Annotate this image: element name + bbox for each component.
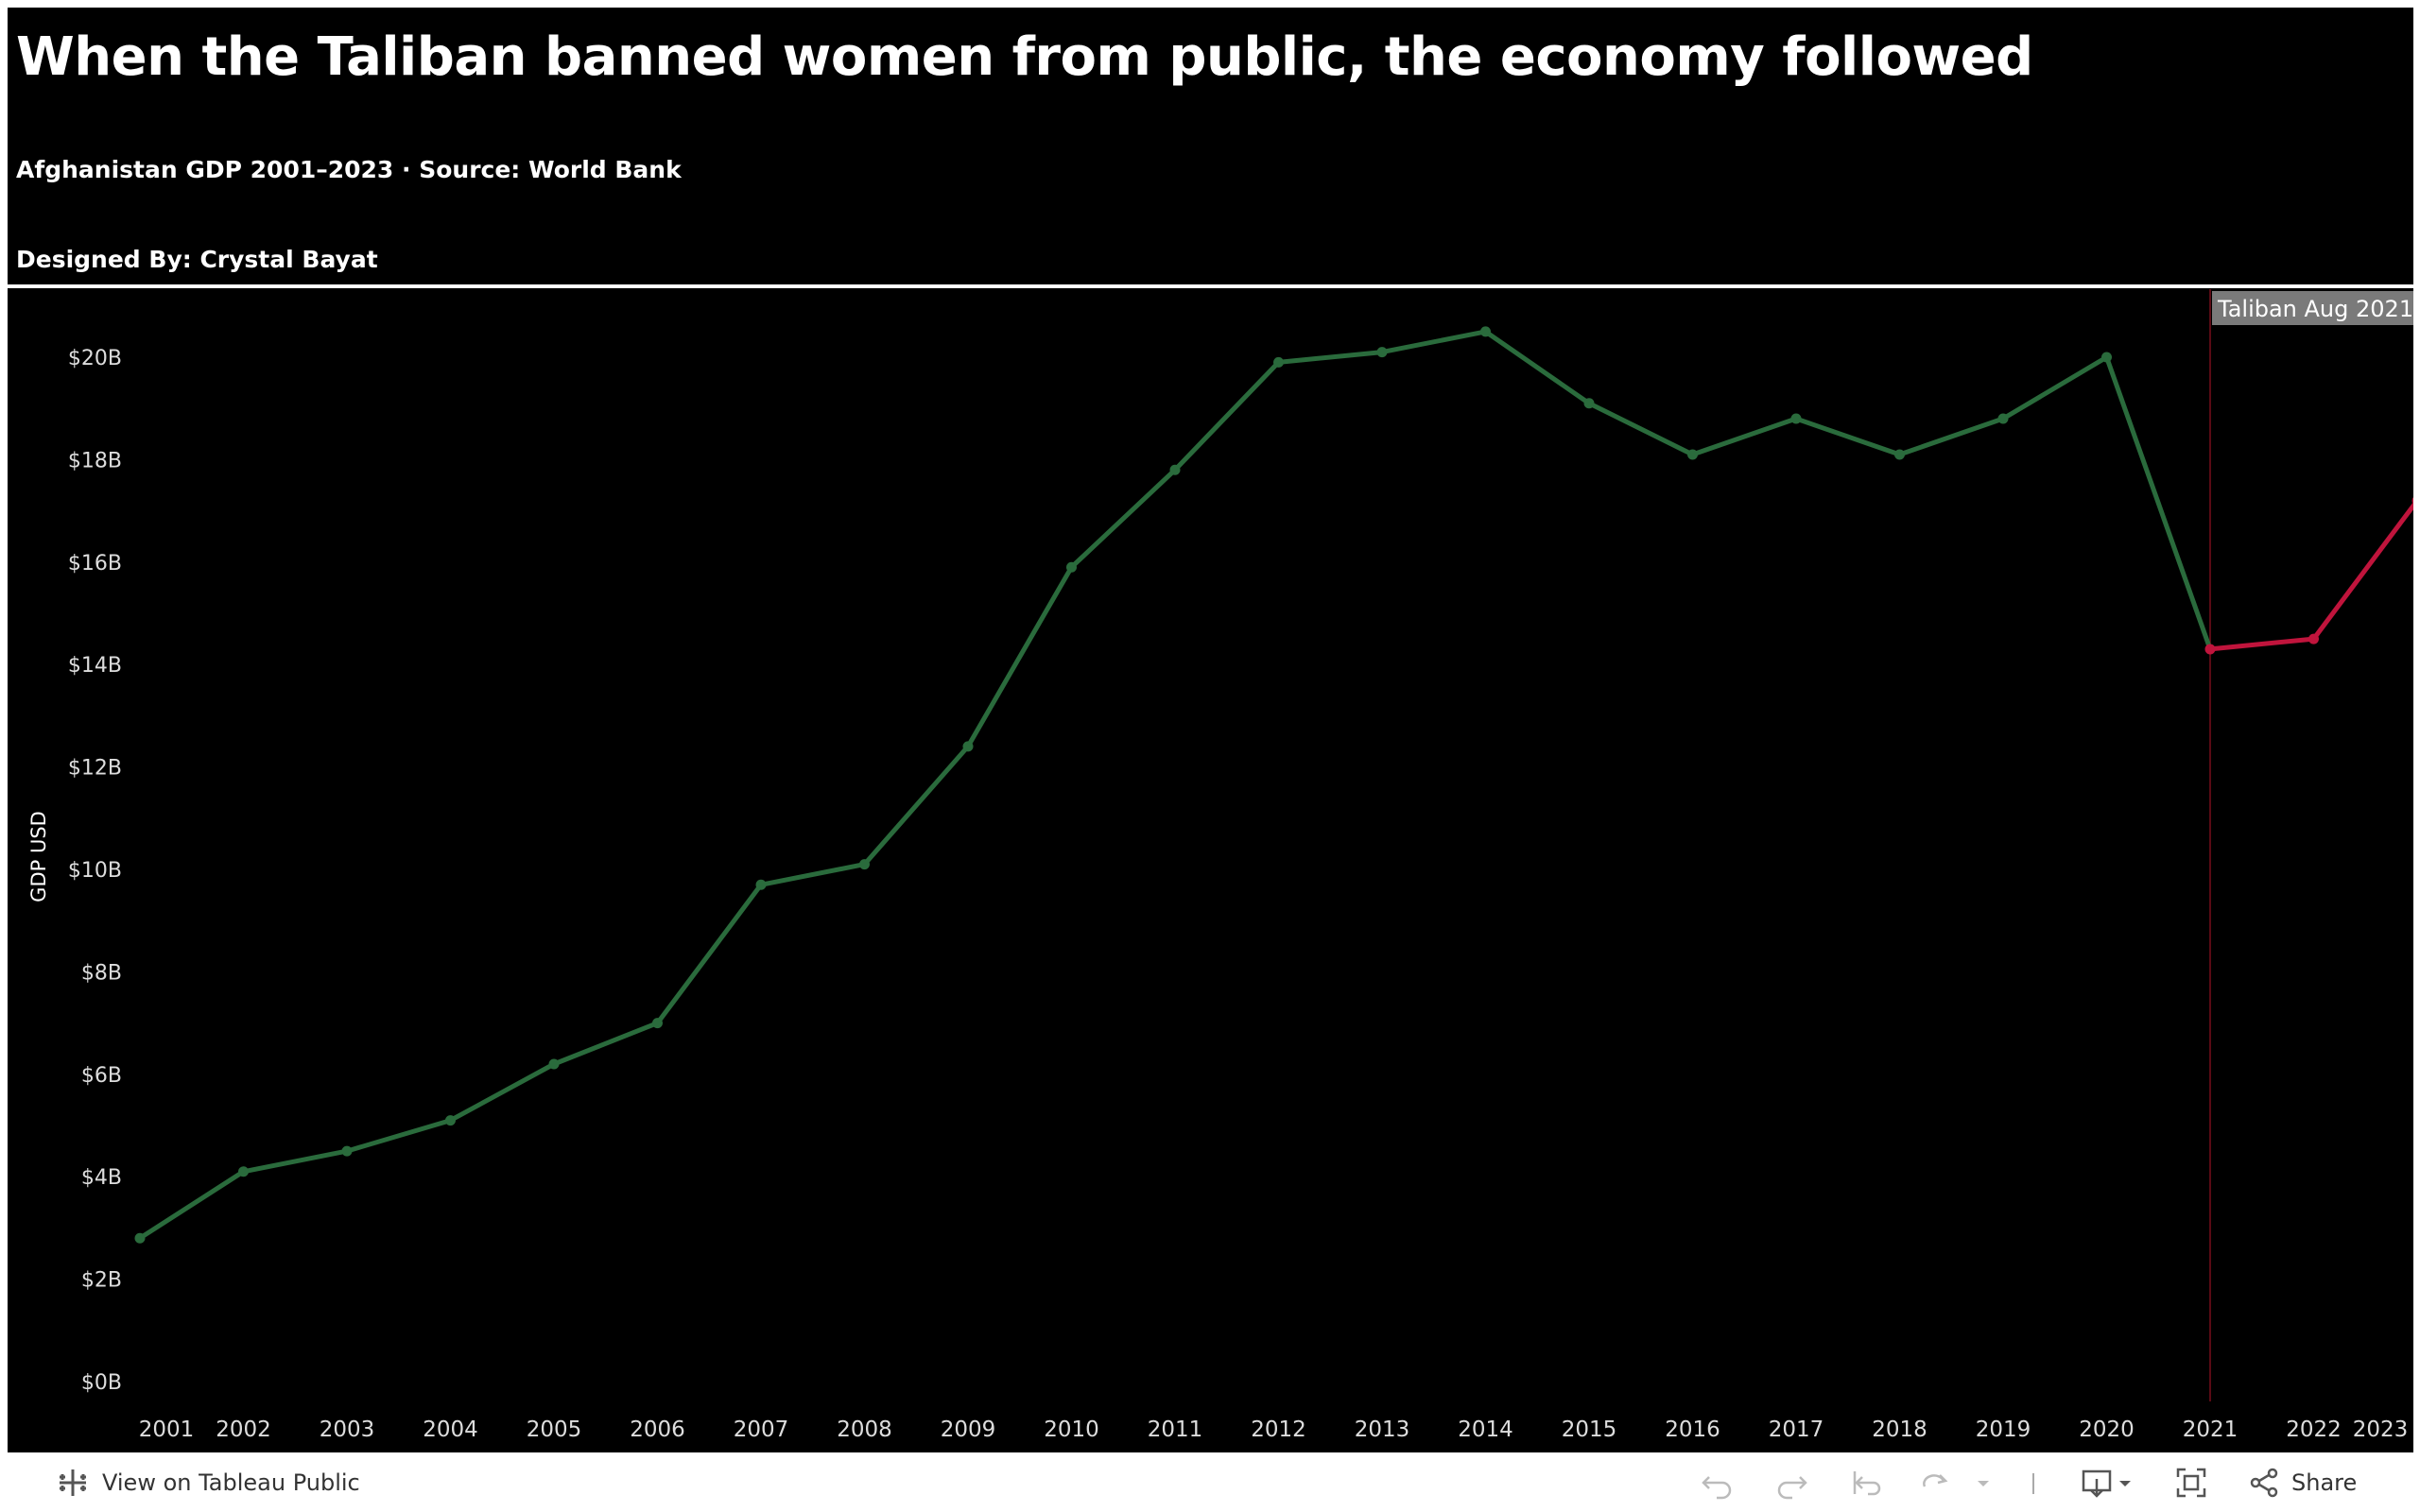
x-tick-label: 2002 [216,1418,271,1442]
x-tick-label: 2019 [1976,1418,2031,1442]
viz-frame: When the Taliban banned women from publi… [8,8,2413,1452]
x-tick-label: 2014 [1458,1418,1513,1442]
data-point [2308,633,2319,644]
x-tick-label: 2008 [837,1418,892,1442]
x-tick-label: 2021 [2183,1418,2238,1442]
view-on-tableau-public-label: View on Tableau Public [102,1469,360,1496]
x-axis: 2001 2002 2003 2004 2005 2006 2007 2008 2009 2010… [139,1418,2409,1442]
y-tick-label: $16B [68,552,122,576]
points-layer [134,326,2413,1244]
y-tick-label: $8B [81,961,122,985]
dashboard-header: When the Taliban banned women from publi… [8,8,2413,282]
y-tick-label: $12B [68,757,122,781]
data-point [134,1232,146,1244]
y-axis: $0B $2B $4B $6B $8B $10B $12B $14B $16B $18B $20B [68,347,122,1395]
data-point [1894,449,1905,460]
y-tick-label: $2B [81,1269,122,1293]
toolbar-separator [2032,1473,2034,1494]
data-point [445,1115,456,1126]
x-tick-label: 2016 [1665,1418,1720,1442]
redo-icon[interactable] [1775,1464,1809,1502]
x-tick-label: 2022 [2286,1418,2342,1442]
x-tick-label: 2003 [320,1418,375,1442]
data-point [1790,413,1802,424]
series-layer [137,329,2413,1241]
data-point [1583,398,1595,409]
data-point [2411,496,2413,505]
data-point [548,1058,560,1070]
x-tick-label: 2020 [2079,1418,2135,1442]
x-tick-label: 2013 [1355,1418,1410,1442]
y-tick-label: $0B [81,1371,122,1395]
x-tick-label: 2004 [423,1418,478,1442]
x-tick-label: 2001 [139,1418,195,1442]
x-tick-label: 2005 [527,1418,582,1442]
header-divider [8,284,2413,288]
share-button[interactable]: Share [2248,1464,2357,1502]
x-tick-label: 2018 [1872,1418,1927,1442]
data-point [2204,644,2216,655]
refresh-icon[interactable] [1917,1464,1951,1502]
revert-icon[interactable] [1849,1464,1883,1502]
data-point [1273,356,1284,368]
x-tick-label: 2017 [1769,1418,1824,1442]
annotation-layer: Taliban Aug 2021 [2209,289,2413,1401]
x-tick-label: 2006 [630,1418,685,1442]
y-tick-label: $18B [68,449,122,472]
x-tick-label: 2012 [1251,1418,1306,1442]
data-point [238,1166,249,1177]
x-tick-label: 2009 [941,1418,996,1442]
data-point [1997,413,2009,424]
y-tick-label: $4B [81,1166,122,1190]
gdp-line-chart: Taliban Aug 2021 $0B $2B $4B $6B $8B $10B $12B… [27,289,2413,1442]
fullscreen-icon[interactable] [2174,1464,2208,1502]
annotation-label: Taliban Aug 2021 [2217,296,2413,322]
tableau-toolbar: View on Tableau Public Share [0,1452,2420,1512]
annotation-box [2212,291,2413,325]
data-point [1066,561,1077,573]
data-point [652,1018,663,1029]
tableau-logo-icon [57,1467,89,1499]
refresh-dropdown-chevron-icon[interactable] [1974,1464,1993,1502]
data-point [1480,326,1491,337]
x-tick-label: 2007 [734,1418,789,1442]
undo-icon[interactable] [1700,1464,1734,1502]
data-point [2101,352,2112,363]
y-tick-label: $14B [68,654,122,678]
page-subtitle: Afghanistan GDP 2001–2023 · Source: Worl… [16,156,682,183]
share-label: Share [2291,1469,2358,1496]
data-point [1376,347,1388,358]
download-icon[interactable] [2080,1464,2136,1502]
data-point [1169,464,1181,475]
data-point [859,859,870,870]
series-line-post-taliban [2207,501,2413,652]
data-point [341,1145,353,1157]
data-point [962,741,974,752]
y-tick-label: $10B [68,859,122,883]
share-icon [2248,1467,2280,1499]
page-title: When the Taliban banned women from publi… [16,26,2033,88]
data-point [755,879,767,890]
x-tick-label: 2011 [1148,1418,1203,1442]
data-point [1687,449,1698,460]
designer-credit: Designed By: Crystal Bayat [16,246,378,273]
y-axis-title: GDP USD [27,811,50,902]
y-tick-label: $20B [68,347,122,370]
x-tick-label: 2023 [2353,1418,2409,1442]
y-tick-label: $6B [81,1064,122,1088]
view-on-tableau-public-link[interactable]: View on Tableau Public [57,1464,360,1502]
x-tick-label: 2015 [1562,1418,1617,1442]
x-tick-label: 2010 [1044,1418,1099,1442]
